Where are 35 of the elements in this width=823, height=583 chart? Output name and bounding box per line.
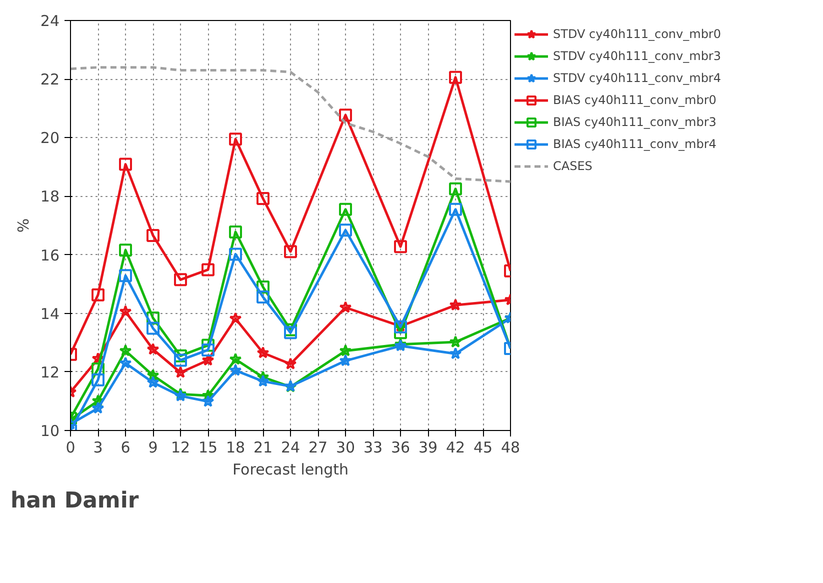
legend-label: BIAS cy40h111_conv_mbr4 <box>553 137 716 151</box>
x-tick-label: 48 <box>500 438 520 456</box>
legend-label: STDV cy40h111_conv_mbr0 <box>553 27 721 41</box>
x-tick-label: 12 <box>170 438 190 456</box>
x-tick-label: 33 <box>363 438 383 456</box>
x-tick-label: 6 <box>120 438 130 456</box>
x-tick-label: 45 <box>473 438 493 456</box>
legend-label: CASES <box>553 159 592 173</box>
legend-label: STDV cy40h111_conv_mbr3 <box>553 49 721 63</box>
x-tick-label: 30 <box>336 438 356 456</box>
x-tick-label: 3 <box>93 438 103 456</box>
x-tick-label: 39 <box>418 438 438 456</box>
x-tick-label: 0 <box>66 438 76 456</box>
x-tick-label: 27 <box>308 438 328 456</box>
x-tick-label: 42 <box>446 438 466 456</box>
x-tick-label: 9 <box>148 438 158 456</box>
y-tick-label: 22 <box>40 70 60 89</box>
legend-label: BIAS cy40h111_conv_mbr3 <box>553 115 716 129</box>
x-tick-label: 15 <box>198 438 218 456</box>
text: han Damir <box>10 488 139 514</box>
x-axis-title: Forecast length <box>232 460 349 478</box>
x-tick-label: 21 <box>253 438 273 456</box>
legend-label: BIAS cy40h111_conv_mbr0 <box>553 93 716 107</box>
y-tick-label: 20 <box>40 129 60 148</box>
x-tick-label: 24 <box>280 438 300 456</box>
y-tick-label: 24 <box>40 12 60 30</box>
y-tick-label: 18 <box>40 188 60 206</box>
y-tick-label: 14 <box>40 304 60 323</box>
x-tick-label: 18 <box>226 438 246 456</box>
y-tick-label: 10 <box>40 422 60 440</box>
x-tick-label: 36 <box>390 438 410 456</box>
y-tick-label: 12 <box>40 363 60 382</box>
legend-label: STDV cy40h111_conv_mbr4 <box>553 71 721 85</box>
y-tick-label: 16 <box>40 246 60 264</box>
y-axis-title: % <box>14 218 32 233</box>
